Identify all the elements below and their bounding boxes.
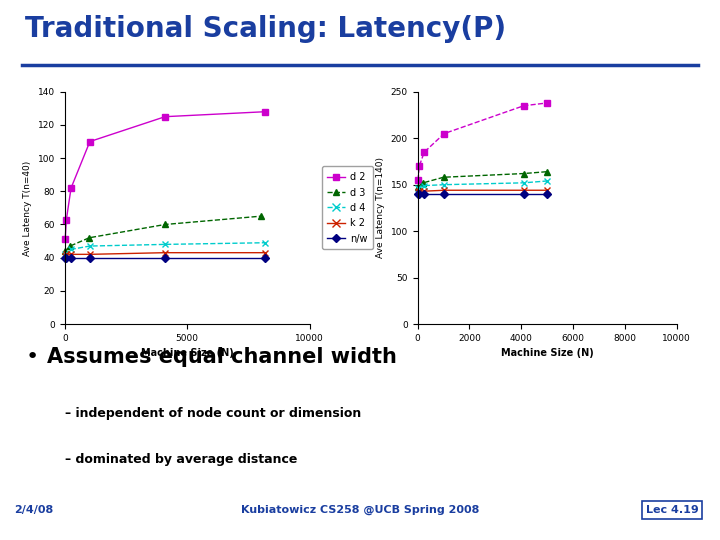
Text: 2/4/08: 2/4/08 — [14, 505, 54, 515]
Text: Kubiatowicz CS258 @UCB Spring 2008: Kubiatowicz CS258 @UCB Spring 2008 — [240, 505, 480, 516]
Text: Traditional Scaling: Latency(P): Traditional Scaling: Latency(P) — [25, 16, 506, 43]
Text: •: • — [25, 347, 38, 367]
Y-axis label: Ave Latency T(n=40): Ave Latency T(n=40) — [23, 160, 32, 255]
Legend: d 2, d 3, d 4, k 2, n/w: d 2, d 3, d 4, k 2, n/w — [322, 166, 373, 249]
X-axis label: Machine Size (N): Machine Size (N) — [141, 348, 233, 358]
Text: Assumes equal channel width: Assumes equal channel width — [47, 347, 397, 367]
Text: Lec 4.19: Lec 4.19 — [646, 505, 698, 515]
X-axis label: Machine Size (N): Machine Size (N) — [501, 348, 593, 358]
Text: – independent of node count or dimension: – independent of node count or dimension — [65, 407, 361, 420]
Text: – dominated by average distance: – dominated by average distance — [65, 453, 297, 465]
Y-axis label: Ave Latency T(n=140): Ave Latency T(n=140) — [376, 157, 385, 259]
